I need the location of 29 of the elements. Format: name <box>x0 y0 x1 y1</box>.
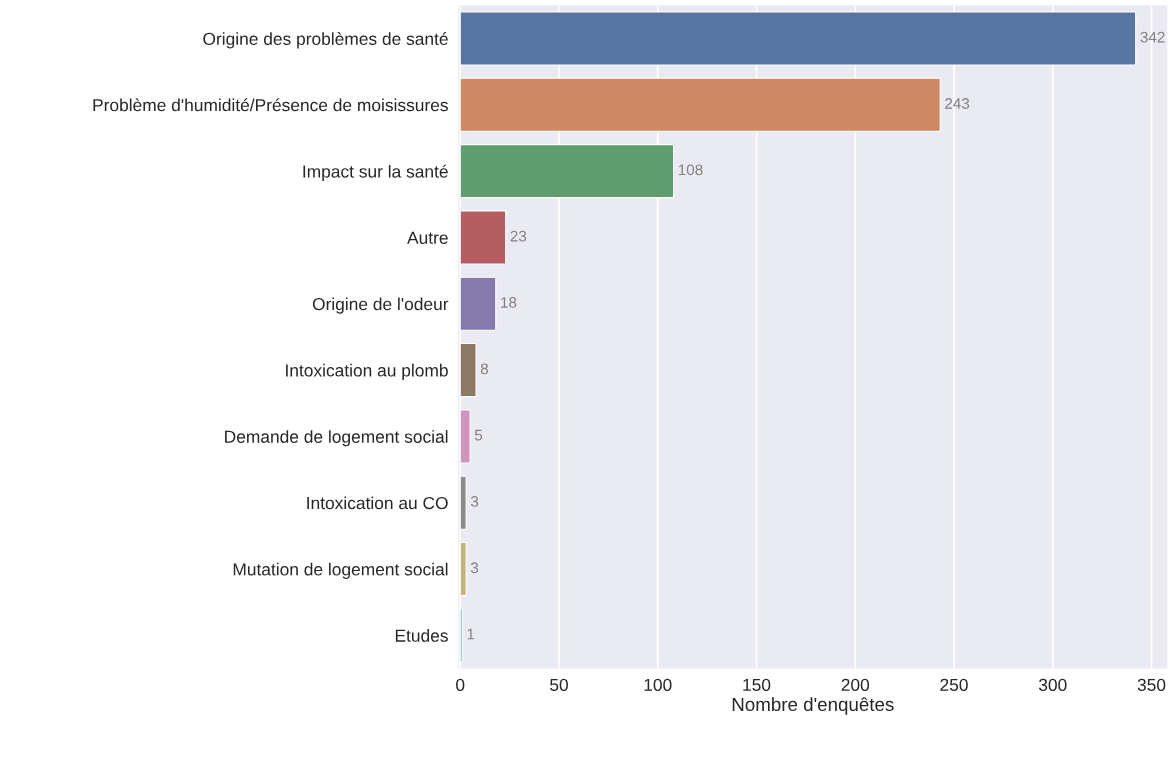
y-tick-label: Origine des problèmes de santé <box>203 32 448 49</box>
y-tick-label: Impact sur la santé <box>303 164 448 182</box>
data-label: 18 <box>501 297 517 308</box>
y-tick-label: Origine de l'odeur <box>312 297 449 314</box>
y-tick-label: Demande de logement social <box>225 430 448 447</box>
data-label: 23 <box>510 230 527 242</box>
data-label: 342 <box>1140 31 1165 43</box>
x-tick-label: 250 <box>940 678 968 692</box>
y-tick-label: Problème d'humidité/Présence de moisissures <box>93 98 448 112</box>
x-tick-label: 150 <box>743 678 771 692</box>
data-label: 3 <box>470 562 479 574</box>
x-tick-label: 50 <box>550 678 568 692</box>
x-axis-title: Nombre d'enquêtes <box>732 697 894 715</box>
x-tick-label: 300 <box>1038 678 1067 692</box>
data-label: 1 <box>467 628 475 640</box>
y-tick-label: Mutation de logement social <box>233 562 448 579</box>
data-label: 243 <box>945 98 970 109</box>
y-tick-label: Etudes <box>395 629 448 642</box>
data-label: 5 <box>474 429 483 441</box>
x-tick-label: 100 <box>644 678 672 692</box>
y-tick-label: Intoxication au plomb <box>286 363 448 380</box>
data-label: 108 <box>678 164 703 176</box>
x-tick-label: 200 <box>841 678 870 692</box>
y-tick-label: Autre <box>407 231 448 244</box>
x-tick-label: 0 <box>456 678 465 692</box>
data-label: 3 <box>470 496 479 507</box>
x-tick-label: 350 <box>1137 678 1166 692</box>
data-label: 8 <box>480 363 489 375</box>
y-tick-label: Intoxication au CO <box>307 496 448 510</box>
